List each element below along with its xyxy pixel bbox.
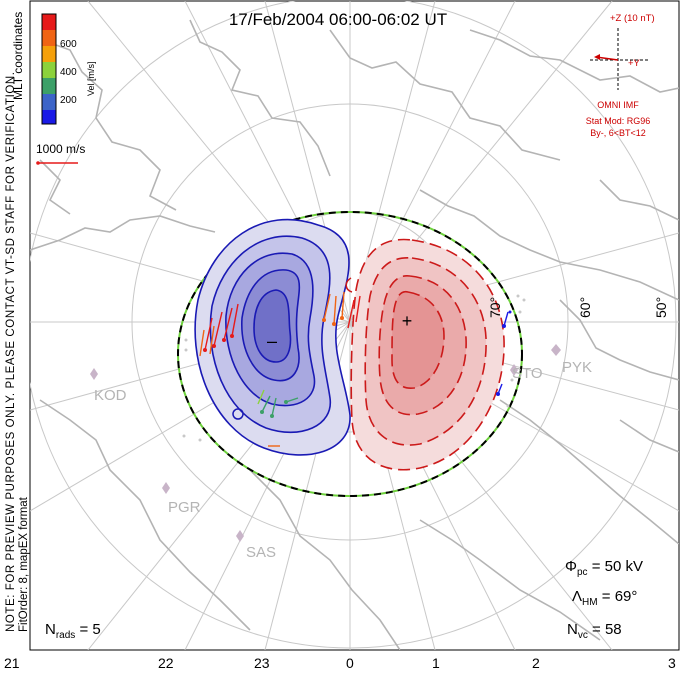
colorbar-swatch-4 [42, 62, 56, 78]
colorbar-tick-400: 400 [60, 67, 77, 78]
imf-vector-head [594, 54, 600, 60]
imf-source: OMNI IMF [597, 100, 639, 110]
mlt-tick-0: 0 [346, 655, 354, 671]
imf-y-label: +Y [628, 58, 641, 69]
small-contour-dusk [232, 408, 244, 420]
reference-vector-origin [36, 161, 40, 165]
colorbar-tick-600: 600 [60, 39, 77, 50]
colorbar-swatch-5 [42, 78, 56, 94]
imf-clock: +Z (10 nT) +Y OMNI IMF Stat Mod: RG96 By… [586, 13, 655, 138]
velocity-vectors [182, 291, 526, 447]
coastlines [30, 19, 679, 650]
small-contour-noon [345, 277, 353, 293]
negative-potential-cell [194, 218, 351, 456]
mlt-tick-3: 3 [668, 655, 676, 671]
mlt-axis: 21 22 23 0 1 2 3 [4, 655, 676, 671]
station-sto-marker [510, 364, 518, 376]
vector-count: Nvc = 58 [567, 621, 622, 641]
coordinates-label: MLT coordinates [11, 12, 25, 100]
colorbar-swatch-2 [42, 30, 56, 46]
mlt-tick-21: 21 [4, 655, 20, 671]
station-label-kod: KOD [94, 387, 127, 404]
imf-model: Stat Mod: RG96 [586, 116, 651, 126]
reference-vector-label: 1000 m/s [36, 142, 85, 156]
radar-stations [90, 344, 561, 542]
mlt-tick-23: 23 [254, 655, 270, 671]
station-label-sas: SAS [246, 544, 276, 561]
imf-condition: By-, 6<BT<12 [590, 128, 646, 138]
station-label-pgr: PGR [168, 499, 201, 516]
colorbar-label: Vel [m/s] [86, 61, 96, 96]
mlt-tick-22: 22 [158, 655, 174, 671]
station-pgr-marker [162, 482, 170, 494]
latitude-label-70: 70° [487, 297, 503, 318]
colorbar-swatch-6 [42, 94, 56, 110]
preview-note: NOTE: FOR PREVIEW PURPOSES ONLY. PLEASE … [5, 72, 17, 632]
cross-polar-potential: Φpc = 50 kV [565, 558, 643, 578]
station-kod-marker [90, 368, 98, 380]
colorbar-swatch-7 [42, 110, 56, 124]
map-statistics: Φpc = 50 kV ΛHM = 69° Nvc = 58 Nrads = 5 [45, 558, 643, 641]
colorbar-tick-200: 200 [60, 95, 77, 106]
colorbar-swatch-3 [42, 46, 56, 62]
imf-z-label: +Z (10 nT) [610, 13, 655, 24]
map-title: 17/Feb/2004 06:00-06:02 UT [229, 10, 447, 29]
radar-count: Nrads = 5 [45, 621, 101, 641]
plot-frame [29, 0, 680, 651]
latitude-label-60: 60° [577, 297, 593, 318]
station-label-pyk: PYK [562, 359, 592, 376]
station-sas-marker [236, 530, 244, 542]
mlt-tick-2: 2 [532, 655, 540, 671]
potential-max-mark: + [402, 311, 413, 331]
potential-min-mark: – [267, 331, 277, 351]
positive-potential-cell [350, 238, 505, 471]
hm-boundary-latitude: ΛHM = 69° [572, 588, 637, 608]
velocity-colorbar: 600 400 200 Vel [m/s] [41, 13, 96, 125]
mlt-tick-1: 1 [432, 655, 440, 671]
station-label-sto: STO [512, 365, 543, 382]
station-pyk-marker [551, 344, 561, 356]
latitude-label-50: 50° [653, 297, 669, 318]
colorbar-swatch-1 [42, 14, 56, 30]
fit-order-note: FitOrder: 8, mapEX format [18, 496, 30, 632]
heppner-maynard-boundary-dash [177, 211, 523, 497]
